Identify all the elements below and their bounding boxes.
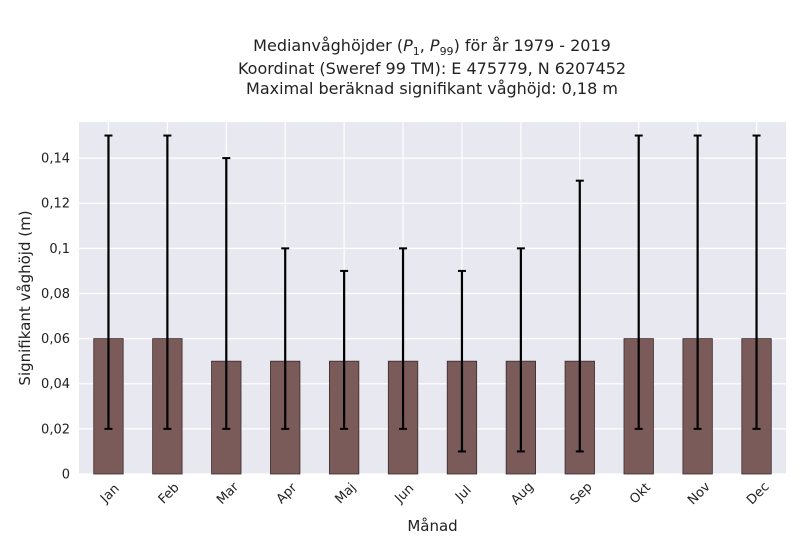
x-tick-label: Mar: [214, 479, 242, 507]
y-tick-label: 0,12: [41, 197, 70, 212]
error-bar-jan: [104, 134, 113, 430]
chart-title: Medianvåghöjder (P1, P99) för år 1979 - …: [238, 36, 626, 98]
x-tick-label: Feb: [156, 480, 183, 507]
title-line-2: Koordinat (Sweref 99 TM): E 475779, N 62…: [238, 59, 626, 78]
error-bar-sep: [575, 179, 584, 453]
y-tick-label: 0,14: [41, 152, 70, 167]
x-tick-label: Sep: [568, 480, 596, 508]
error-bar-nov: [693, 134, 702, 430]
x-tick-label: Aug: [508, 479, 537, 508]
y-axis-label: Signifikant våghöjd (m): [16, 210, 34, 385]
error-bar-jun: [399, 247, 408, 430]
x-tick-label: Jan: [97, 481, 122, 506]
y-tick-label: 0,1: [49, 242, 70, 257]
x-axis-label: Månad: [407, 517, 457, 535]
error-bar-dec: [752, 134, 761, 430]
y-tick-label: 0,08: [41, 287, 70, 302]
x-tick-label: Maj: [333, 480, 360, 507]
x-axis-ticks: Jan Feb Mar Apr Maj Jun Jul Aug Sep Okt Nov Dec: [97, 479, 772, 508]
error-bar-aug: [516, 247, 525, 453]
x-tick-label: Okt: [627, 480, 654, 507]
error-bars: [104, 134, 761, 453]
error-bar-feb: [163, 134, 172, 430]
x-tick-label: Jun: [392, 481, 418, 507]
y-tick-label: 0: [62, 468, 70, 483]
x-tick-label: Apr: [274, 480, 301, 507]
error-bar-jul: [457, 269, 466, 453]
error-bar-okt: [634, 134, 643, 430]
x-tick-label: Nov: [685, 479, 714, 508]
y-axis-ticks: 0 0,02 0,04 0,06 0,08 0,1 0,12 0,14: [41, 152, 70, 483]
x-tick-label: Dec: [744, 480, 772, 508]
x-tick-label: Jul: [452, 483, 474, 505]
plot-area: [79, 122, 786, 474]
title-line-3: Maximal beräknad signifikant våghöjd: 0,…: [246, 79, 618, 98]
title-line-1: Medianvåghöjder (P1, P99) för år 1979 - …: [253, 36, 611, 58]
y-tick-label: 0,06: [41, 332, 70, 347]
y-tick-label: 0,02: [41, 422, 70, 437]
error-bar-maj: [340, 269, 349, 430]
error-bar-apr: [281, 247, 290, 430]
error-bar-mar: [222, 157, 231, 430]
y-tick-label: 0,04: [41, 377, 70, 392]
